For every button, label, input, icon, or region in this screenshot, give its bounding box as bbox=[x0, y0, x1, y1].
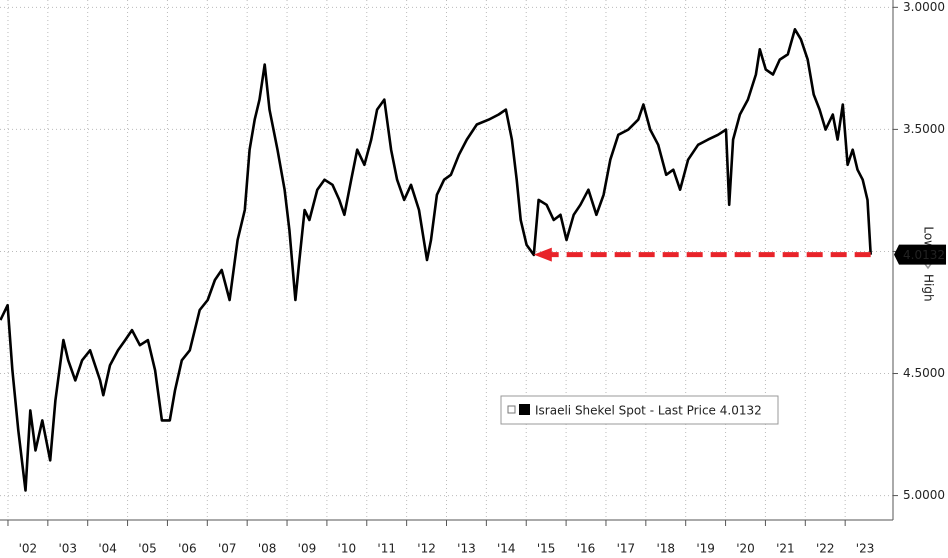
x-tick-label: '14 bbox=[497, 542, 516, 556]
last-price-tag bbox=[894, 244, 946, 265]
x-tick-label: '05 bbox=[138, 542, 157, 556]
x-tick-label: '19 bbox=[696, 542, 715, 556]
x-tick-label: '22 bbox=[816, 542, 835, 556]
y-tick-label: 3.0000 bbox=[903, 0, 945, 14]
legend-swatch bbox=[519, 404, 530, 415]
legend-box bbox=[500, 395, 779, 425]
y-tick-label: 5.0000 bbox=[903, 488, 945, 502]
x-tick-label: '03 bbox=[58, 542, 77, 556]
x-tick-label: '02 bbox=[19, 542, 38, 556]
x-tick-label: '21 bbox=[776, 542, 795, 556]
legend-icon-expand bbox=[507, 405, 516, 414]
x-tick-label: '08 bbox=[258, 542, 277, 556]
x-tick-label: '10 bbox=[338, 542, 357, 556]
y-tick-label: 4.5000 bbox=[903, 366, 945, 380]
direction-label: Low bbox=[922, 226, 936, 250]
legend-label: Israeli Shekel Spot - Last Price 4.0132 bbox=[535, 404, 762, 418]
x-tick-label: '15 bbox=[537, 542, 556, 556]
x-tick-label: '18 bbox=[656, 542, 675, 556]
x-tick-label: '11 bbox=[377, 542, 396, 556]
x-tick-label: '04 bbox=[98, 542, 117, 556]
y-tick-label: 3.5000 bbox=[903, 122, 945, 136]
arrow-head bbox=[533, 247, 552, 262]
direction-label: High bbox=[922, 274, 936, 302]
line-series bbox=[0, 28, 872, 492]
x-tick-label: '09 bbox=[298, 542, 317, 556]
last-price-label: 4.0132 bbox=[903, 248, 945, 262]
x-tick-label: '16 bbox=[577, 542, 596, 556]
x-tick-label: '07 bbox=[218, 542, 237, 556]
x-tick-label: '20 bbox=[736, 542, 755, 556]
x-tick-label: '23 bbox=[856, 542, 875, 556]
x-tick-label: '13 bbox=[457, 542, 476, 556]
x-tick-label: '12 bbox=[417, 542, 436, 556]
x-tick-label: '06 bbox=[178, 542, 197, 556]
x-tick-label: '17 bbox=[617, 542, 636, 556]
